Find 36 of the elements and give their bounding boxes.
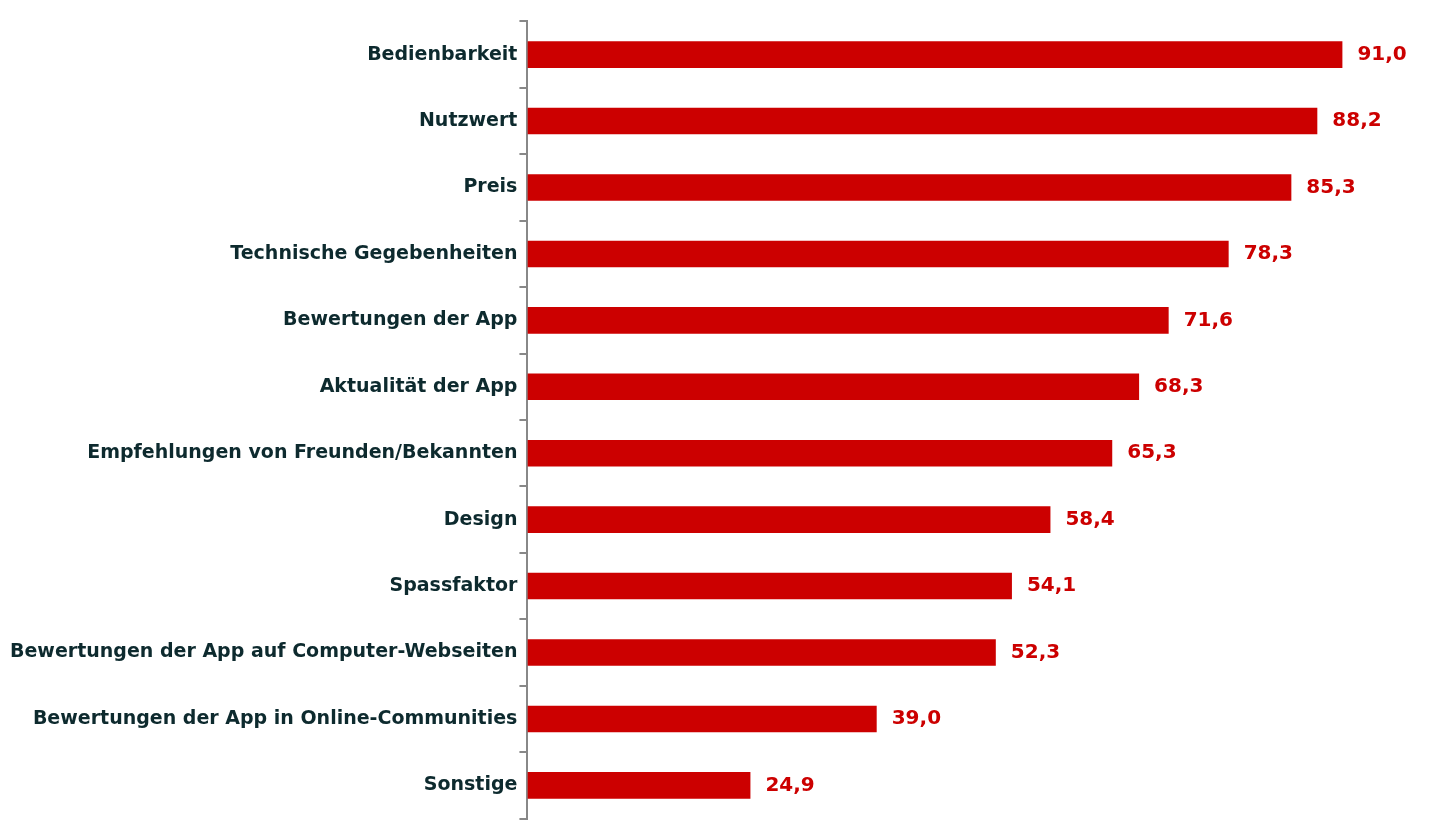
y-tick-label: Bewertungen der App [283, 307, 518, 330]
y-tick-label: Bedienbarkeit [367, 41, 518, 64]
bar [527, 240, 1229, 268]
bar [527, 772, 751, 799]
bar [527, 107, 1318, 135]
data-label: 78,3 [1243, 240, 1294, 265]
data-label: 68,3 [1154, 372, 1204, 397]
y-tick-label: Spassfaktor [389, 573, 519, 596]
data-label: 52,3 [1010, 638, 1061, 663]
data-label: 54,1 [1026, 572, 1077, 597]
y-tick-label: Design [443, 506, 518, 529]
data-label: 88,2 [1332, 107, 1382, 132]
data-label: 65,3 [1127, 439, 1177, 464]
y-tick-label: Bewertungen der App in Online-Communities [32, 705, 518, 728]
bar [527, 373, 1140, 401]
y-tick-label: Bewertungen der App auf Computer-Webseiten [9, 639, 518, 662]
data-label: 85,3 [1306, 173, 1356, 198]
data-label: 39,0 [891, 705, 942, 730]
y-tick-label: Aktualität der App [319, 373, 518, 396]
bar [527, 639, 996, 666]
bar [527, 439, 1113, 467]
y-tick-label: Empfehlungen von Freunden/Bekannten [87, 440, 518, 463]
data-label: 24,9 [765, 771, 815, 796]
y-tick-label: Preis [463, 174, 518, 197]
y-tick-label: Nutzwert [418, 107, 518, 130]
data-label: 58,4 [1065, 505, 1115, 530]
bar [527, 705, 877, 733]
y-tick-label: Sonstige [423, 772, 518, 795]
data-label: 91,0 [1357, 40, 1407, 65]
bar [527, 41, 1343, 68]
bar [527, 307, 1169, 334]
y-tick-label: Technische Gegebenheiten [230, 240, 518, 263]
data-label: 71,6 [1183, 306, 1234, 331]
bar [527, 174, 1292, 201]
bar [527, 572, 1012, 600]
bar [527, 506, 1051, 533]
